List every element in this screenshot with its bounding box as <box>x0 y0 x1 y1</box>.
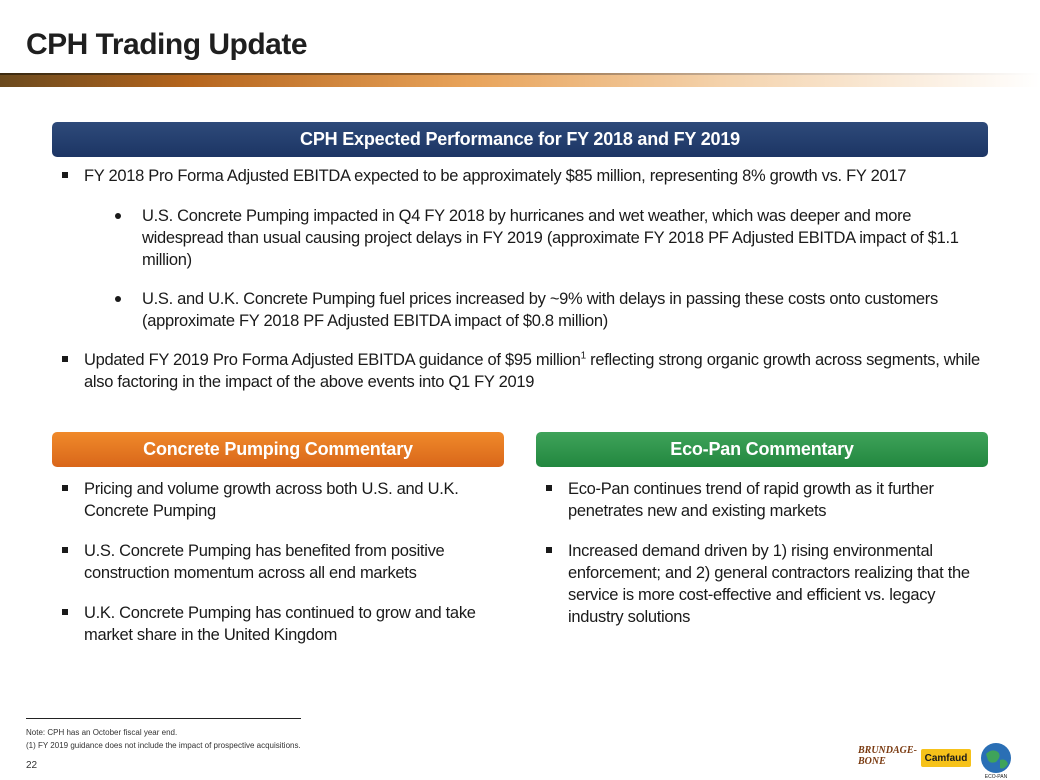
eco-pan-header-banner: Eco-Pan Commentary <box>536 432 988 467</box>
eco-pan-list: Eco-Pan continues trend of rapid growth … <box>536 478 981 646</box>
title-gradient-rule <box>0 73 1040 87</box>
list-item: U.S. Concrete Pumping has benefited from… <box>52 540 497 584</box>
footnote-marker: 1 <box>580 350 587 362</box>
square-bullet-icon <box>62 485 68 491</box>
concrete-pumping-list: Pricing and volume growth across both U.… <box>52 478 497 664</box>
camfaud-logo: Camfaud <box>921 749 971 767</box>
round-bullet-icon <box>115 213 121 219</box>
footnote-note: Note: CPH has an October fiscal year end… <box>26 728 178 737</box>
bullet-text: U.K. Concrete Pumping has continued to g… <box>84 604 476 644</box>
performance-bullet-list: FY 2018 Pro Forma Adjusted EBITDA expect… <box>52 165 982 411</box>
concrete-pumping-header-banner: Concrete Pumping Commentary <box>52 432 504 467</box>
square-bullet-icon <box>62 172 68 178</box>
eco-pan-logo-text: ECO-PAN <box>985 774 1008 780</box>
list-item: Updated FY 2019 Pro Forma Adjusted EBITD… <box>52 349 982 393</box>
performance-header-banner: CPH Expected Performance for FY 2018 and… <box>52 122 988 157</box>
footnote-1: (1) FY 2019 guidance does not include th… <box>26 741 301 750</box>
bullet-text: FY 2018 Pro Forma Adjusted EBITDA expect… <box>84 167 907 185</box>
square-bullet-icon <box>62 356 68 362</box>
eco-pan-logo: ECO-PAN <box>981 743 1011 780</box>
list-item: U.K. Concrete Pumping has continued to g… <box>52 602 497 646</box>
bullet-text: Updated FY 2019 Pro Forma Adjusted EBITD… <box>84 350 980 391</box>
square-bullet-icon <box>546 547 552 553</box>
bullet-text: U.S. Concrete Pumping has benefited from… <box>84 542 445 582</box>
page-number: 22 <box>26 760 38 771</box>
list-item: FY 2018 Pro Forma Adjusted EBITDA expect… <box>52 165 982 187</box>
page-title: CPH Trading Update <box>26 28 308 61</box>
bullet-text: Eco-Pan continues trend of rapid growth … <box>568 480 934 520</box>
sub-list-item: U.S. and U.K. Concrete Pumping fuel pric… <box>52 288 982 332</box>
sub-list-item: U.S. Concrete Pumping impacted in Q4 FY … <box>52 205 982 271</box>
bullet-text: Increased demand driven by 1) rising env… <box>568 542 970 626</box>
list-item: Eco-Pan continues trend of rapid growth … <box>536 478 981 522</box>
list-item: Pricing and volume growth across both U.… <box>52 478 497 522</box>
footnote-divider <box>26 718 301 719</box>
sub-bullet-text: U.S. Concrete Pumping impacted in Q4 FY … <box>142 207 959 269</box>
list-item: Increased demand driven by 1) rising env… <box>536 540 981 628</box>
brundage-bone-logo: BRUNDAGE-BONE <box>858 745 917 767</box>
square-bullet-icon <box>546 485 552 491</box>
sub-bullet-text: U.S. and U.K. Concrete Pumping fuel pric… <box>142 290 938 330</box>
square-bullet-icon <box>62 547 68 553</box>
square-bullet-icon <box>62 609 68 615</box>
title-rule-line <box>0 73 1040 75</box>
bullet-text: Pricing and volume growth across both U.… <box>84 480 459 520</box>
round-bullet-icon <box>115 296 121 302</box>
